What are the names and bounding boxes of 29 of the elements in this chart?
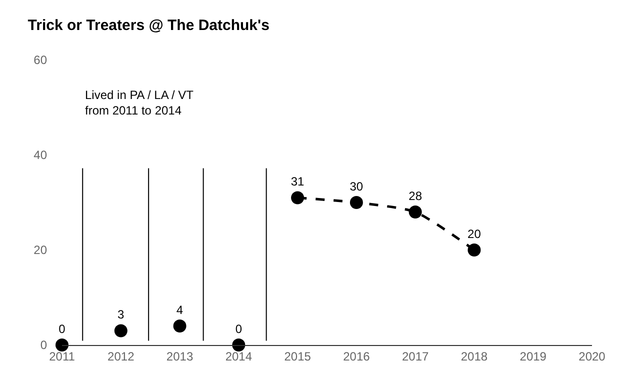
point — [114, 324, 128, 338]
point — [232, 338, 246, 352]
data-label: 0 — [58, 322, 66, 336]
x-tick-label: 2020 — [578, 349, 606, 364]
y-tick-label: 60 — [34, 53, 48, 68]
point — [56, 338, 68, 352]
x-tick-label: 2015 — [284, 349, 312, 364]
x-tick-label: 2014 — [225, 349, 252, 364]
x-tick-label: 2012 — [108, 349, 135, 364]
x-tick-label: 2016 — [343, 349, 370, 364]
data-label: 0 — [235, 322, 242, 336]
data-label: 4 — [176, 302, 184, 317]
chart-title: Trick or Treaters @ The Datchuk's — [28, 16, 270, 34]
annotation: Lived in PA / LA / VT from 2011 to 2014 — [85, 88, 194, 118]
point — [408, 206, 422, 218]
x-tick-label: 2017 — [402, 349, 429, 364]
point — [173, 320, 186, 332]
x-tick-label: 2018 — [460, 349, 488, 364]
data-label: 3 — [118, 308, 125, 322]
x-tick-label: 2011 — [49, 349, 76, 364]
data-label: 20 — [468, 226, 482, 241]
y-tick-label: 0 — [40, 338, 48, 352]
x-tick-label: 2019 — [520, 349, 547, 364]
data-label: 31 — [290, 174, 305, 189]
data-label: 30 — [350, 179, 364, 194]
y-tick-label: 20 — [34, 243, 48, 258]
y-tick-label: 40 — [34, 148, 48, 162]
x-tick-label: 2013 — [166, 349, 194, 364]
data-label: 28 — [408, 188, 422, 203]
